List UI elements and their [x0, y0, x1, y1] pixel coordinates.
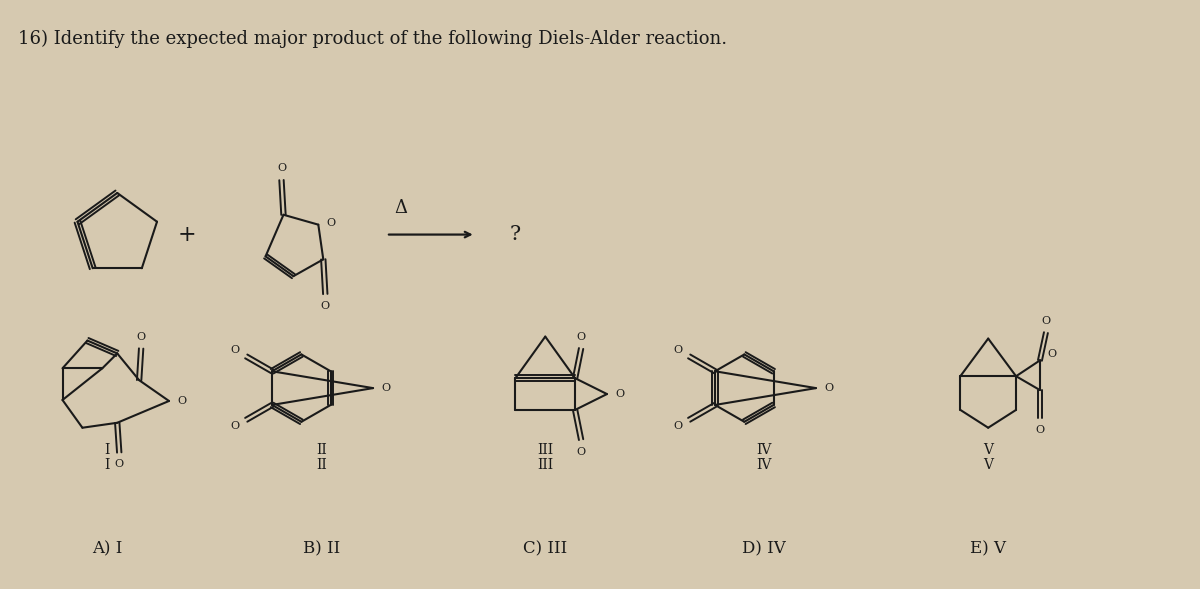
Text: O: O [673, 421, 683, 431]
Text: D) IV: D) IV [743, 540, 786, 557]
Text: C) III: C) III [523, 540, 568, 557]
Text: I: I [104, 458, 110, 472]
Text: O: O [576, 446, 586, 456]
Text: II: II [316, 458, 326, 472]
Text: E) V: E) V [970, 540, 1006, 557]
Text: II: II [316, 442, 326, 456]
Text: I: I [104, 442, 110, 456]
Text: O: O [230, 345, 240, 355]
Text: O: O [320, 301, 330, 311]
Text: O: O [1048, 349, 1056, 359]
Text: III: III [538, 442, 553, 456]
Text: O: O [616, 389, 624, 399]
Text: O: O [230, 421, 240, 431]
Text: V: V [983, 442, 994, 456]
Text: O: O [382, 383, 390, 393]
Text: O: O [1036, 425, 1044, 435]
Text: O: O [277, 163, 286, 173]
Text: ?: ? [510, 225, 521, 244]
Text: IV: IV [756, 442, 772, 456]
Text: III: III [538, 458, 553, 472]
Text: Δ: Δ [395, 199, 408, 217]
Text: 16) Identify the expected major product of the following Diels-Alder reaction.: 16) Identify the expected major product … [18, 29, 727, 48]
Text: O: O [824, 383, 834, 393]
Text: O: O [1042, 316, 1050, 326]
Text: O: O [576, 332, 586, 342]
Text: V: V [983, 458, 994, 472]
Text: B) II: B) II [302, 540, 340, 557]
Text: O: O [137, 332, 145, 342]
Text: IV: IV [756, 458, 772, 472]
Text: O: O [115, 459, 124, 469]
Text: O: O [178, 396, 186, 406]
Text: +: + [178, 224, 197, 246]
Text: A) I: A) I [92, 540, 122, 557]
Text: O: O [673, 345, 683, 355]
Text: O: O [326, 218, 336, 228]
